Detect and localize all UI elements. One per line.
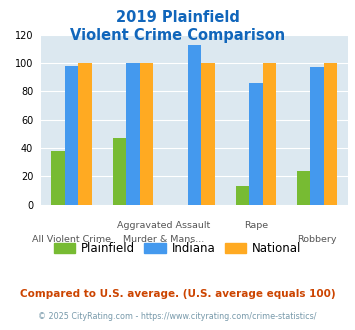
Text: Violent Crime Comparison: Violent Crime Comparison <box>70 28 285 43</box>
Text: All Violent Crime: All Violent Crime <box>32 235 111 244</box>
Bar <box>78 63 92 205</box>
Bar <box>249 83 263 205</box>
Bar <box>65 66 78 205</box>
Bar <box>263 63 276 205</box>
Bar <box>297 171 310 205</box>
Text: Robbery: Robbery <box>297 235 337 244</box>
Text: © 2025 CityRating.com - https://www.cityrating.com/crime-statistics/: © 2025 CityRating.com - https://www.city… <box>38 312 317 321</box>
Text: Rape: Rape <box>244 221 268 230</box>
Bar <box>201 63 215 205</box>
Text: Murder & Mans...: Murder & Mans... <box>123 235 204 244</box>
Text: 2019 Plainfield: 2019 Plainfield <box>116 10 239 25</box>
Bar <box>113 138 126 205</box>
Bar <box>51 151 65 205</box>
Bar <box>324 63 338 205</box>
Bar <box>140 63 153 205</box>
Bar <box>126 63 140 205</box>
Text: Compared to U.S. average. (U.S. average equals 100): Compared to U.S. average. (U.S. average … <box>20 289 335 299</box>
Text: Aggravated Assault: Aggravated Assault <box>117 221 210 230</box>
Bar <box>187 45 201 205</box>
Bar <box>310 67 324 205</box>
Bar <box>235 186 249 205</box>
Legend: Plainfield, Indiana, National: Plainfield, Indiana, National <box>49 237 306 260</box>
